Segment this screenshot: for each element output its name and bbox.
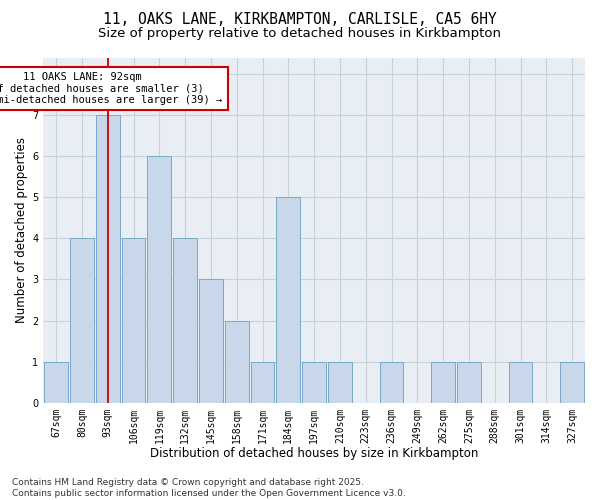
Bar — [96, 115, 119, 403]
Bar — [148, 156, 171, 402]
Bar — [431, 362, 455, 403]
Bar — [509, 362, 532, 403]
Bar — [199, 280, 223, 402]
Text: Size of property relative to detached houses in Kirkbampton: Size of property relative to detached ho… — [98, 28, 502, 40]
Bar — [457, 362, 481, 403]
Bar — [302, 362, 326, 403]
Text: 11, OAKS LANE, KIRKBAMPTON, CARLISLE, CA5 6HY: 11, OAKS LANE, KIRKBAMPTON, CARLISLE, CA… — [103, 12, 497, 28]
Bar — [173, 238, 197, 402]
Bar — [251, 362, 274, 403]
Bar — [560, 362, 584, 403]
Bar — [328, 362, 352, 403]
Text: Contains HM Land Registry data © Crown copyright and database right 2025.
Contai: Contains HM Land Registry data © Crown c… — [12, 478, 406, 498]
Bar — [70, 238, 94, 402]
Bar — [277, 197, 300, 402]
Bar — [225, 320, 248, 402]
Bar — [380, 362, 403, 403]
X-axis label: Distribution of detached houses by size in Kirkbampton: Distribution of detached houses by size … — [150, 447, 478, 460]
Y-axis label: Number of detached properties: Number of detached properties — [15, 137, 28, 323]
Bar — [44, 362, 68, 403]
Bar — [122, 238, 145, 402]
Text: 11 OAKS LANE: 92sqm
← 7% of detached houses are smaller (3)
93% of semi-detached: 11 OAKS LANE: 92sqm ← 7% of detached hou… — [0, 72, 223, 105]
